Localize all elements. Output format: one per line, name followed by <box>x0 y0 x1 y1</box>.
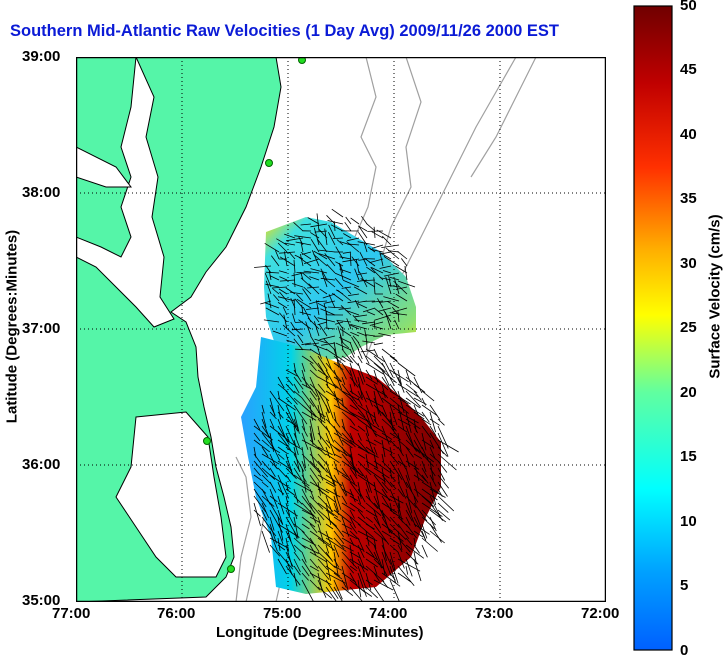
colorbar-tick: 20 <box>680 384 697 401</box>
colorbar-tick: 45 <box>680 61 697 78</box>
y-tick: 35:00 <box>22 592 61 609</box>
x-tick: 75:00 <box>263 605 302 622</box>
plot-frame <box>76 57 606 602</box>
albemarle-sound <box>115 411 227 578</box>
radar-stations <box>203 57 306 573</box>
colorbar-label: Surface Velocity (cm/s) <box>706 214 724 379</box>
velocity-vectors <box>253 208 459 602</box>
grid-lines <box>76 57 606 602</box>
colorbar <box>633 5 673 651</box>
chesapeake-bay <box>76 57 175 328</box>
y-tick: 39:00 <box>22 48 61 65</box>
x-tick: 73:00 <box>475 605 514 622</box>
x-axis-label: Longitude (Degrees:Minutes) <box>216 624 424 641</box>
colorbar-tick: 15 <box>680 448 697 465</box>
x-tick: 74:00 <box>369 605 408 622</box>
velocity-map[interactable] <box>76 57 606 602</box>
x-tick: 76:00 <box>157 605 196 622</box>
colorbar-tick: 5 <box>680 577 689 594</box>
colorbar-tick: 30 <box>680 255 697 272</box>
colorbar-tick: 25 <box>680 319 697 336</box>
x-tick: 77:00 <box>52 605 91 622</box>
colorbar-tick: 0 <box>680 642 689 659</box>
colorbar-tick: 10 <box>680 513 697 530</box>
colorbar-tick: 40 <box>680 126 697 143</box>
y-axis-label: Latitude (Degrees:Minutes) <box>3 229 21 424</box>
estuary-lower <box>76 146 132 188</box>
y-tick: 37:00 <box>22 320 61 337</box>
map-title: Southern Mid-Atlantic Raw Velocities (1 … <box>10 22 559 40</box>
colorbar-tick: 35 <box>680 190 697 207</box>
y-tick: 36:00 <box>22 456 61 473</box>
x-tick: 72:00 <box>581 605 620 622</box>
y-tick: 38:00 <box>22 184 61 201</box>
colorbar-tick: 50 <box>680 0 697 14</box>
